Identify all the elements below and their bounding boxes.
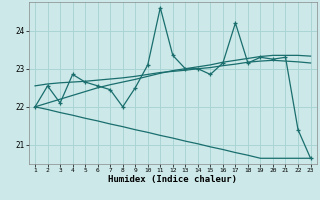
X-axis label: Humidex (Indice chaleur): Humidex (Indice chaleur) — [108, 175, 237, 184]
